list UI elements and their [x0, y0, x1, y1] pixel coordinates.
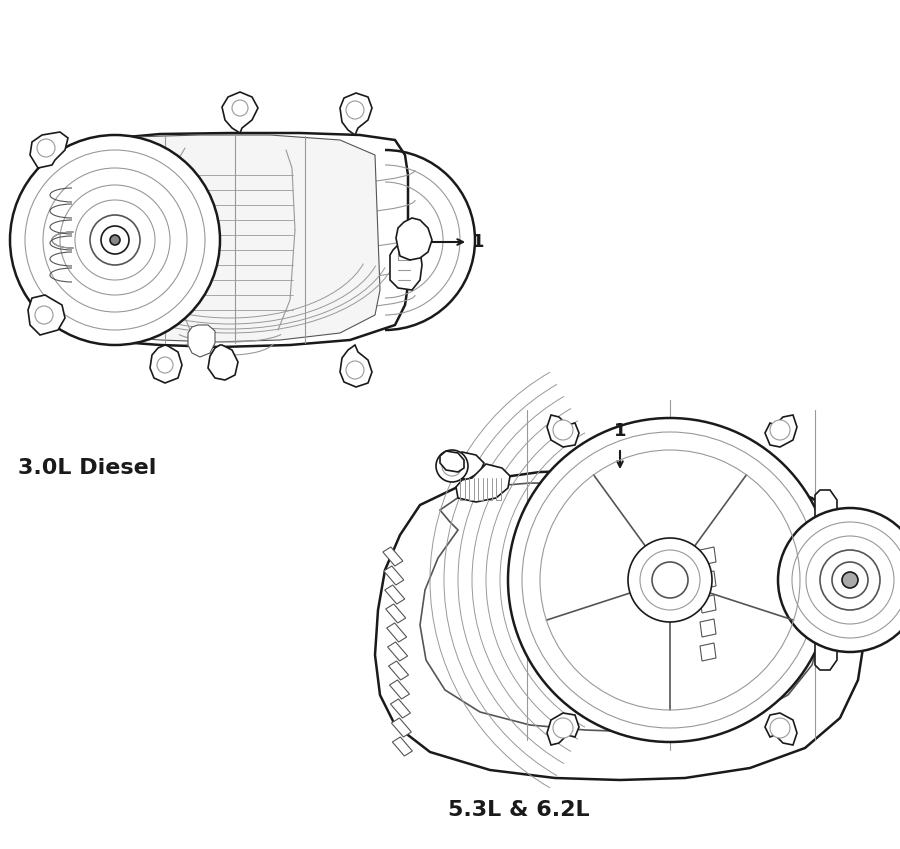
Circle shape: [832, 562, 868, 598]
Polygon shape: [188, 325, 215, 357]
Polygon shape: [392, 737, 412, 756]
Circle shape: [157, 357, 173, 373]
Circle shape: [640, 550, 700, 610]
Polygon shape: [420, 483, 822, 732]
Polygon shape: [390, 680, 410, 699]
Circle shape: [553, 420, 573, 440]
Circle shape: [842, 572, 858, 588]
Polygon shape: [340, 345, 372, 387]
Polygon shape: [150, 345, 182, 383]
Text: 3.0L Diesel: 3.0L Diesel: [18, 458, 157, 478]
Circle shape: [25, 150, 205, 330]
Circle shape: [60, 185, 170, 295]
Polygon shape: [448, 452, 484, 480]
Circle shape: [778, 508, 900, 652]
Polygon shape: [547, 713, 579, 745]
Circle shape: [37, 139, 55, 157]
Polygon shape: [208, 345, 238, 380]
Polygon shape: [95, 135, 380, 342]
Circle shape: [75, 200, 155, 280]
Polygon shape: [387, 623, 407, 642]
Circle shape: [553, 718, 573, 738]
Circle shape: [792, 522, 900, 638]
Polygon shape: [385, 585, 405, 604]
Polygon shape: [440, 451, 464, 472]
Polygon shape: [30, 132, 68, 168]
Circle shape: [770, 718, 790, 738]
Polygon shape: [765, 415, 797, 447]
Circle shape: [90, 215, 140, 265]
Circle shape: [806, 536, 894, 624]
Polygon shape: [700, 547, 716, 565]
Polygon shape: [547, 415, 579, 447]
Circle shape: [110, 235, 120, 245]
Text: 1: 1: [614, 422, 626, 440]
Polygon shape: [456, 464, 510, 502]
Polygon shape: [765, 713, 797, 745]
Text: 5.3L & 6.2L: 5.3L & 6.2L: [448, 800, 590, 820]
Polygon shape: [392, 718, 411, 737]
Circle shape: [43, 168, 187, 312]
Polygon shape: [700, 595, 716, 613]
Circle shape: [10, 135, 220, 345]
Polygon shape: [375, 470, 865, 780]
Polygon shape: [340, 93, 372, 135]
Text: 1: 1: [472, 233, 484, 251]
Polygon shape: [700, 643, 716, 661]
Polygon shape: [390, 242, 422, 290]
Circle shape: [232, 100, 248, 116]
Circle shape: [346, 361, 364, 379]
Polygon shape: [396, 218, 432, 260]
Polygon shape: [28, 295, 65, 335]
Polygon shape: [222, 92, 258, 133]
Circle shape: [442, 456, 462, 476]
Circle shape: [820, 550, 880, 610]
Polygon shape: [80, 133, 408, 347]
Circle shape: [628, 538, 712, 622]
Circle shape: [652, 562, 688, 598]
Polygon shape: [389, 661, 409, 680]
Polygon shape: [388, 642, 408, 661]
Polygon shape: [382, 547, 403, 566]
Circle shape: [35, 306, 53, 324]
Polygon shape: [386, 604, 406, 623]
Circle shape: [346, 101, 364, 119]
Polygon shape: [383, 566, 404, 585]
Circle shape: [101, 226, 129, 254]
Polygon shape: [391, 699, 410, 718]
Circle shape: [770, 420, 790, 440]
Polygon shape: [700, 619, 716, 637]
Circle shape: [508, 418, 832, 742]
Circle shape: [522, 432, 818, 728]
Circle shape: [436, 450, 468, 482]
Polygon shape: [815, 490, 837, 670]
Polygon shape: [700, 571, 716, 589]
